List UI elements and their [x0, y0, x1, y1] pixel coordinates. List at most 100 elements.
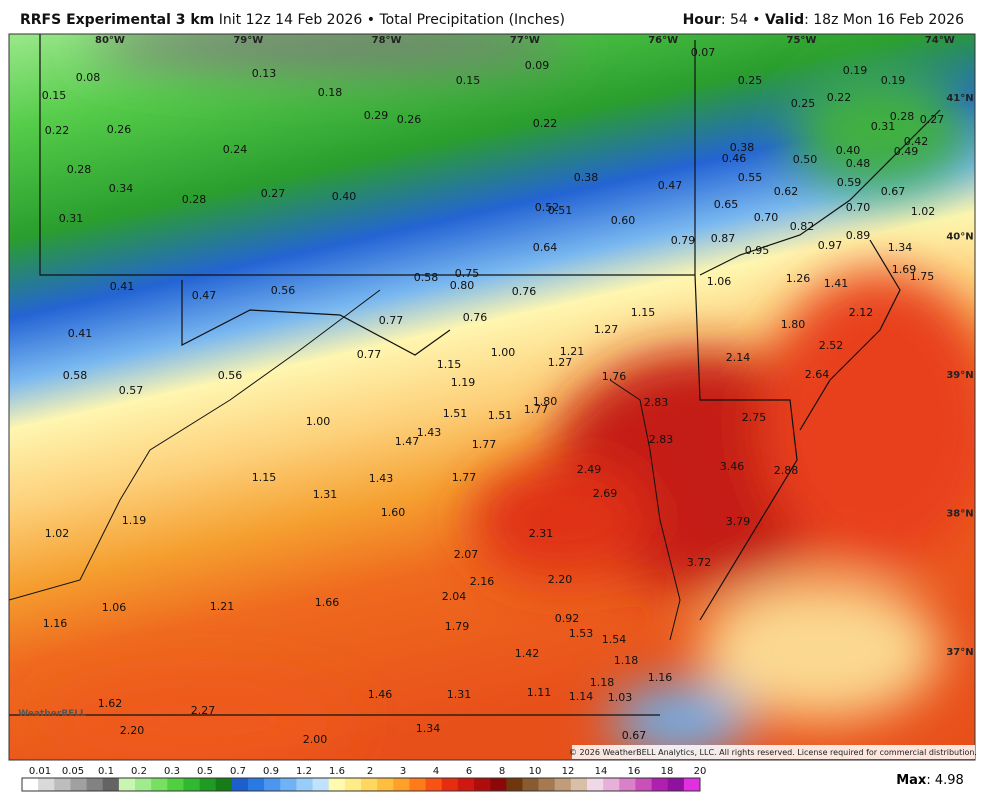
precip-label: 1.41 — [824, 277, 849, 290]
precip-label: 0.24 — [223, 143, 248, 156]
precip-label: 2.00 — [303, 733, 328, 746]
map-frame — [8, 33, 976, 761]
colorbar-tick-label: 0.1 — [98, 766, 114, 777]
latitude-label: 40°N — [946, 232, 973, 243]
latitude-label: 38°N — [946, 509, 973, 520]
hour-value: : 54 • — [720, 12, 761, 28]
precip-label: 0.40 — [836, 144, 861, 157]
precip-label: 2.27 — [191, 704, 216, 717]
colorbar-swatch — [183, 778, 200, 791]
precip-label: 0.42 — [904, 135, 929, 148]
colorbar-swatch — [151, 778, 168, 791]
precip-label: 0.57 — [119, 384, 144, 397]
precip-label: 1.69 — [892, 263, 917, 276]
precip-label: 1.03 — [608, 691, 633, 704]
precip-label: 1.00 — [306, 415, 331, 428]
precip-label: 0.19 — [881, 74, 906, 87]
precip-label: 1.80 — [781, 318, 806, 331]
precip-label: 0.97 — [818, 239, 843, 252]
precip-label: 0.38 — [574, 171, 599, 184]
colorbar-tick-label: 0.3 — [164, 766, 180, 777]
precip-label: 2.83 — [649, 433, 674, 446]
precip-label: 1.18 — [614, 654, 639, 667]
precip-label: 1.75 — [910, 270, 935, 283]
colorbar-tick-label: 14 — [595, 766, 608, 777]
longitude-label: 76°W — [648, 35, 678, 46]
latitude-label: 41°N — [946, 93, 973, 104]
precip-label: 1.34 — [416, 722, 441, 735]
colorbar-swatch — [344, 778, 362, 791]
precip-label: 0.52 — [535, 201, 560, 214]
colorbar-tick-label: 12 — [562, 766, 575, 777]
colorbar-tick-label: 6 — [466, 766, 472, 777]
colorbar-tick-label: 1.2 — [296, 766, 312, 777]
colorbar-tick-label: 18 — [661, 766, 674, 777]
colorbar-tick-label: 0.2 — [131, 766, 147, 777]
colorbar-tick-label: 0.01 — [29, 766, 51, 777]
precip-label: 0.62 — [774, 185, 799, 198]
precip-label: 2.31 — [529, 527, 554, 540]
precip-label: 0.60 — [611, 214, 636, 227]
colorbar-swatch — [603, 778, 620, 791]
longitude-label: 79°W — [233, 35, 263, 46]
max-value: : 4.98 — [926, 773, 963, 788]
precip-label: 2.49 — [577, 463, 602, 476]
precip-label: 0.41 — [110, 280, 135, 293]
precip-label: 0.25 — [791, 97, 816, 110]
precip-label: 1.16 — [43, 617, 68, 630]
precip-label: 0.41 — [68, 327, 93, 340]
colorbar-swatch — [312, 778, 330, 791]
precip-label: 0.40 — [332, 190, 357, 203]
colorbar-swatch — [490, 778, 507, 791]
precip-label: 1.62 — [98, 697, 123, 710]
precip-label: 2.75 — [742, 411, 767, 424]
copyright: © 2026 WeatherBELL Analytics, LLC. All r… — [569, 748, 977, 757]
precip-label: 3.79 — [726, 515, 751, 528]
precip-label: 0.29 — [364, 109, 389, 122]
precip-label: 1.43 — [369, 472, 394, 485]
precip-label: 0.09 — [525, 59, 550, 72]
precip-label: 2.83 — [644, 396, 669, 409]
precip-label: 1.21 — [210, 600, 235, 613]
precip-label: 2.12 — [849, 306, 874, 319]
precip-label: 0.79 — [671, 234, 696, 247]
colorbar-swatch — [635, 778, 652, 791]
colorbar-swatch — [683, 778, 701, 791]
copyright-bg — [572, 745, 975, 759]
precip-label: 0.47 — [658, 179, 683, 192]
colorbar-swatch — [296, 778, 313, 791]
colorbar-swatch — [409, 778, 426, 791]
precip-label: 1.26 — [786, 272, 811, 285]
colorbar-swatch — [570, 778, 588, 791]
colorbar-swatch — [457, 778, 475, 791]
precip-label: 3.72 — [687, 556, 712, 569]
colorbar-swatch — [667, 778, 685, 791]
hour-label: Hour — [682, 12, 721, 28]
colorbar-tick-label: 20 — [694, 766, 707, 777]
precip-label: 0.22 — [533, 117, 558, 130]
precip-label: 3.46 — [720, 460, 745, 473]
colorbar-swatch — [619, 778, 636, 791]
precip-label: 0.67 — [881, 185, 906, 198]
colorbar-tick-label: 4 — [433, 766, 439, 777]
precip-label: 1.60 — [381, 506, 406, 519]
precip-label: 1.53 — [569, 627, 594, 640]
colorbar-swatch — [22, 778, 39, 791]
precip-label: 0.50 — [793, 153, 818, 166]
precip-label: 0.49 — [894, 145, 919, 158]
precip-label: 0.15 — [456, 74, 481, 87]
precip-label: 0.58 — [414, 271, 439, 284]
colorbar-swatch — [538, 778, 556, 791]
precip-label: 1.16 — [648, 671, 673, 684]
precip-label: 0.22 — [45, 124, 70, 137]
colorbar-swatch — [425, 778, 443, 791]
precip-label: 0.56 — [271, 284, 296, 297]
longitude-label: 77°W — [510, 35, 540, 46]
precip-label: 1.54 — [602, 633, 627, 646]
precip-label: 0.64 — [533, 241, 558, 254]
colorbar-swatch — [118, 778, 136, 791]
precip-label: 0.46 — [722, 152, 747, 165]
precip-label: 1.18 — [590, 676, 615, 689]
colorbar-swatch — [554, 778, 572, 791]
precip-label: 1.47 — [395, 435, 420, 448]
